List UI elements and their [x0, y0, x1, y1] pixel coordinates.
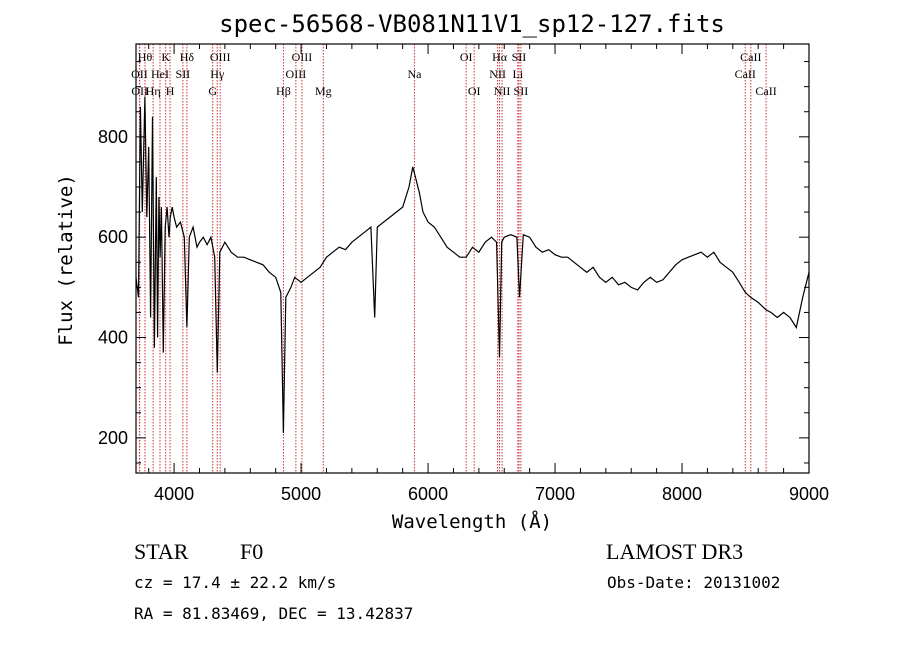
x-tick-label: 5000 — [281, 484, 321, 504]
spectral-line-labels: OIIOIIHθHηHeIKHSIIHδGHγOIIIHβOIIIOIIIMgN… — [131, 50, 777, 98]
plot-frame — [135, 43, 810, 474]
coordinates: RA = 81.83469, DEC = 13.42837 — [134, 604, 413, 623]
redshift-cz: cz = 17.4 ± 22.2 km/s — [134, 573, 336, 592]
line-label: OIII — [286, 67, 307, 81]
y-axis-ticks: 200 400 600 800 — [98, 61, 809, 464]
line-label: NII — [489, 67, 506, 81]
line-label: Hη — [146, 84, 161, 98]
line-label: OI — [468, 84, 481, 98]
line-label: Li — [512, 67, 523, 81]
line-label: Hβ — [276, 84, 291, 98]
line-label: G — [208, 84, 217, 98]
y-tick-label: 200 — [98, 428, 128, 448]
y-tick-label: 800 — [98, 127, 128, 147]
line-label: CaII — [755, 84, 776, 98]
line-label: OIII — [210, 50, 231, 64]
y-tick-label: 600 — [98, 227, 128, 247]
line-label: HeI — [151, 67, 169, 81]
line-label: NII — [494, 84, 511, 98]
spectrum-series — [135, 96, 810, 433]
x-tick-label: 9000 — [789, 484, 829, 504]
spectral-line-markers — [138, 44, 767, 473]
line-label: K — [161, 50, 170, 64]
line-label: OI — [460, 50, 473, 64]
x-tick-label: 4000 — [154, 484, 194, 504]
x-tick-label: 6000 — [408, 484, 448, 504]
line-label: Hδ — [180, 50, 195, 64]
line-label: Na — [407, 67, 422, 81]
obs-date: Obs-Date: 20131002 — [607, 573, 780, 592]
x-tick-label: 8000 — [662, 484, 702, 504]
y-tick-label: 400 — [98, 328, 128, 348]
line-label: SII — [176, 67, 191, 81]
survey-name: LAMOST DR3 — [606, 539, 743, 564]
line-label: Hγ — [210, 67, 225, 81]
line-label: OIII — [292, 50, 313, 64]
x-axis-label: Wavelength (Å) — [392, 510, 552, 533]
line-label: SII — [512, 50, 527, 64]
x-axis-ticks: 4000 5000 6000 7000 8000 9000 — [148, 44, 829, 504]
line-label: Mg — [315, 84, 332, 98]
line-label: CaII — [735, 67, 756, 81]
subclass: F0 — [240, 539, 263, 564]
line-label: Hα — [492, 50, 508, 64]
line-label: H — [166, 84, 175, 98]
line-label: OII — [131, 67, 148, 81]
line-label: CaII — [740, 50, 761, 64]
chart-title: spec-56568-VB081N11V1_sp12-127.fits — [219, 10, 725, 38]
line-label: Hθ — [138, 50, 153, 64]
object-type: STAR — [134, 539, 189, 564]
line-label: SII — [514, 84, 529, 98]
x-tick-label: 7000 — [535, 484, 575, 504]
y-axis-label: Flux (relative) — [55, 174, 77, 346]
